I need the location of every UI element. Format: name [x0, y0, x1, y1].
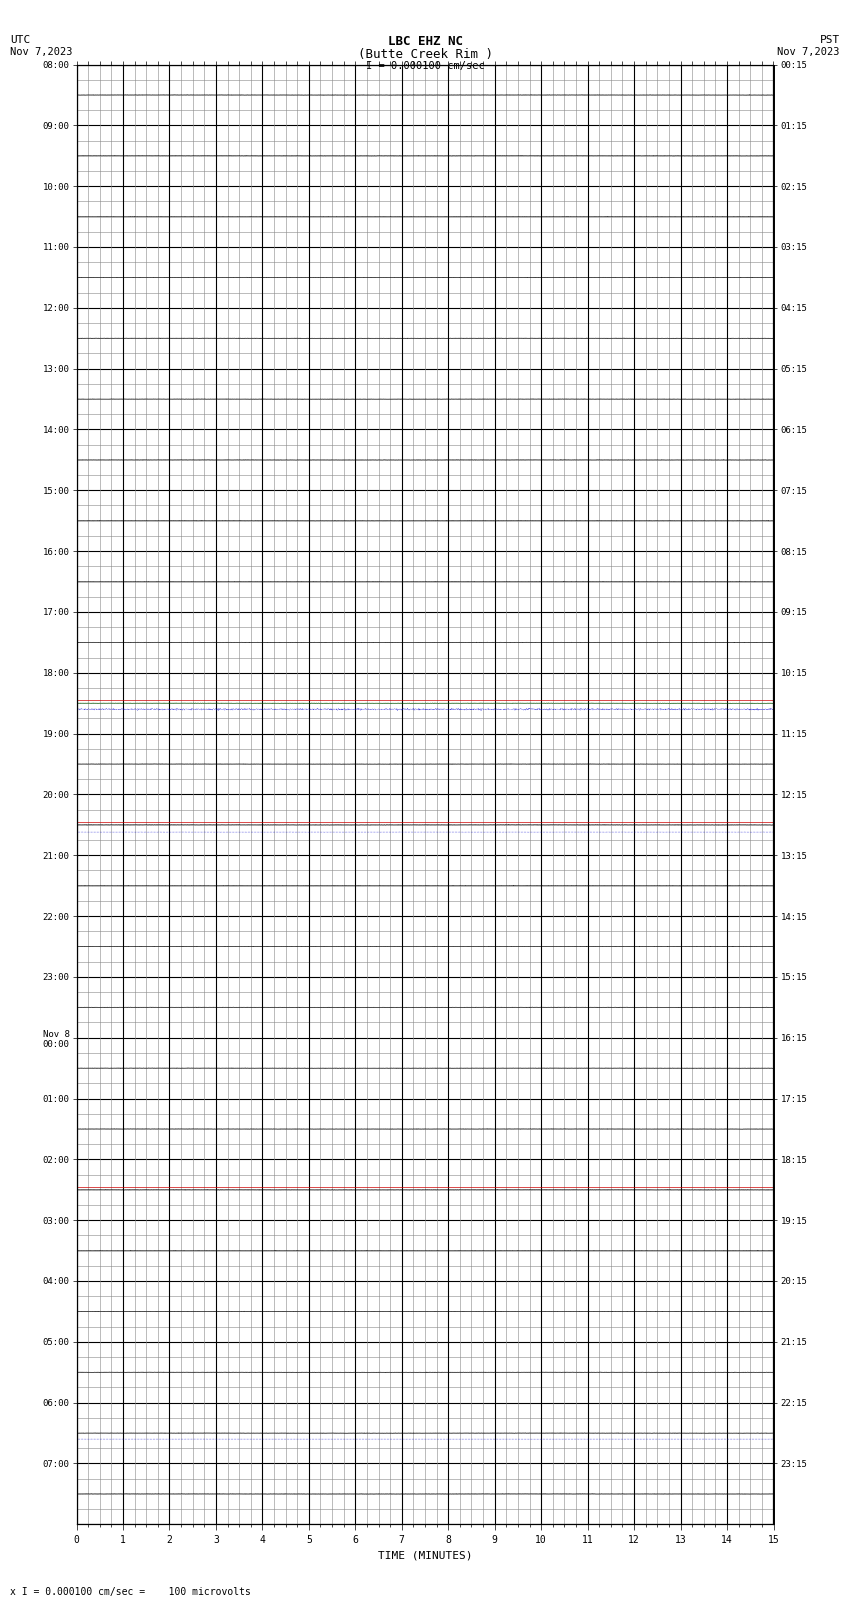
X-axis label: TIME (MINUTES): TIME (MINUTES)	[377, 1550, 473, 1560]
Text: (Butte Creek Rim ): (Butte Creek Rim )	[358, 48, 492, 61]
Text: Nov 7,2023: Nov 7,2023	[777, 47, 840, 56]
Text: LBC EHZ NC: LBC EHZ NC	[388, 35, 462, 48]
Text: x I = 0.000100 cm/sec =    100 microvolts: x I = 0.000100 cm/sec = 100 microvolts	[10, 1587, 251, 1597]
Text: PST: PST	[819, 35, 840, 45]
Text: UTC: UTC	[10, 35, 31, 45]
Text: Nov 7,2023: Nov 7,2023	[10, 47, 73, 56]
Text: I = 0.000100 cm/sec: I = 0.000100 cm/sec	[366, 61, 484, 71]
